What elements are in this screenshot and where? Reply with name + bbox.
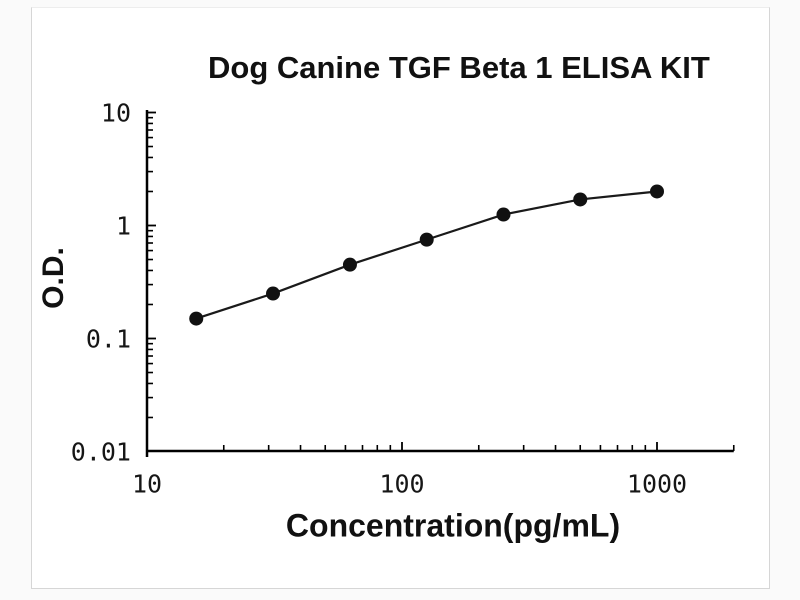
x-tick-label: 1000 <box>626 469 688 499</box>
y-axis-title: O.D. <box>37 247 70 309</box>
chart-title: Dog Canine TGF Beta 1 ELISA KIT <box>208 50 710 85</box>
x-axis-title: Concentration(pg/mL) <box>285 507 621 544</box>
y-tick-label: 0.1 <box>85 324 131 353</box>
y-tick-label: 0.01 <box>70 437 131 466</box>
y-tick-label: 10 <box>100 98 131 127</box>
chart-frame: Dog Canine TGF Beta 1 ELISA KIT <box>31 7 770 589</box>
x-tick-label: 100 <box>379 469 425 499</box>
y-tick-label: 1 <box>115 211 131 240</box>
x-tick-label: 10 <box>131 469 163 499</box>
